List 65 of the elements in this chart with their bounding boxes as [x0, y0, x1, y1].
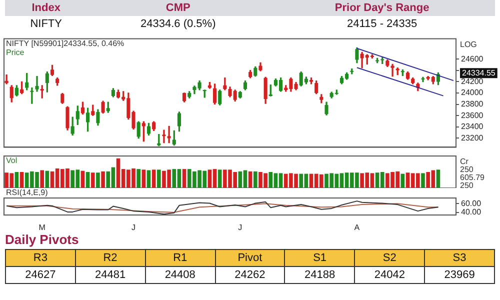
- bar: [421, 173, 425, 188]
- data-label: 24188: [284, 266, 355, 284]
- candlestick: [30, 87, 34, 104]
- bar: [436, 170, 440, 188]
- x-tick-label: A: [354, 223, 360, 232]
- annotation: Vol: [6, 156, 18, 166]
- candlestick: [35, 76, 39, 92]
- bar: [40, 170, 44, 188]
- text: 24115 - 24335: [346, 18, 418, 30]
- text: 250: [460, 165, 474, 174]
- bar: [96, 172, 100, 188]
- annotation: Price: [6, 48, 25, 58]
- candlestick: [167, 126, 171, 144]
- bar: [146, 170, 151, 188]
- category-label: R1: [145, 250, 216, 266]
- bar: [253, 171, 258, 188]
- x-tick-label: M: [38, 223, 46, 232]
- x-tick-label: J: [238, 223, 242, 232]
- data-label: 24042: [354, 266, 425, 284]
- y-tick-label: 40.00: [461, 208, 482, 217]
- y-tick-label: 23800: [461, 99, 484, 108]
- category-label: S3: [424, 250, 494, 266]
- y-tick-label: 24200: [461, 76, 484, 86]
- candlestick: [162, 130, 166, 144]
- text: Daily Pivots: [5, 232, 80, 247]
- data-label: 24408: [145, 266, 216, 284]
- category-label: R3: [6, 250, 76, 266]
- y-tick-label: 60.00: [461, 198, 482, 208]
- bar: [101, 171, 105, 188]
- y-tick-label: 23400: [461, 122, 484, 132]
- category-label: S1: [284, 250, 355, 266]
- text: 24334.6 (0.5%): [140, 18, 216, 30]
- category-label: S2: [354, 250, 425, 266]
- bar: [182, 169, 186, 188]
- candlestick: [390, 64, 394, 77]
- category-label: Pivot: [215, 250, 285, 266]
- data-label: 24627: [6, 266, 76, 284]
- category-label: CMP: [164, 1, 192, 16]
- text: LOG: [460, 40, 477, 50]
- text: NIFTY: [30, 18, 62, 30]
- bar: [218, 170, 222, 188]
- data-label: 23969: [424, 266, 494, 284]
- category-label: R2: [75, 250, 146, 266]
- category-label: Prior Day's Range: [334, 1, 430, 16]
- x-tick-label: J: [132, 223, 136, 232]
- chart-title: NIFTY [N59901]24334.55, 0.46%: [6, 39, 124, 48]
- bar: [142, 170, 146, 188]
- bar: [136, 169, 140, 188]
- text: 605.79: [460, 173, 486, 182]
- bar: [152, 170, 156, 188]
- bar: [156, 170, 161, 188]
- text: 24334.55: [462, 68, 496, 78]
- y-tick-label: 23600: [461, 110, 484, 120]
- category-label: Index: [30, 1, 62, 16]
- y-tick-label: 24000: [461, 88, 484, 98]
- candlestick: [4, 74, 8, 84]
- data-label: 24481: [75, 266, 146, 284]
- data-label: 24262: [215, 266, 285, 284]
- bar: [90, 172, 95, 188]
- y-tick-label: 24600: [461, 54, 484, 64]
- text: Cr: [460, 157, 469, 166]
- y-tick-label: 23200: [461, 133, 484, 142]
- chart-title: RSI(14,E,9): [6, 188, 48, 198]
- text: 250: [460, 181, 474, 190]
- candlestick: [421, 76, 425, 82]
